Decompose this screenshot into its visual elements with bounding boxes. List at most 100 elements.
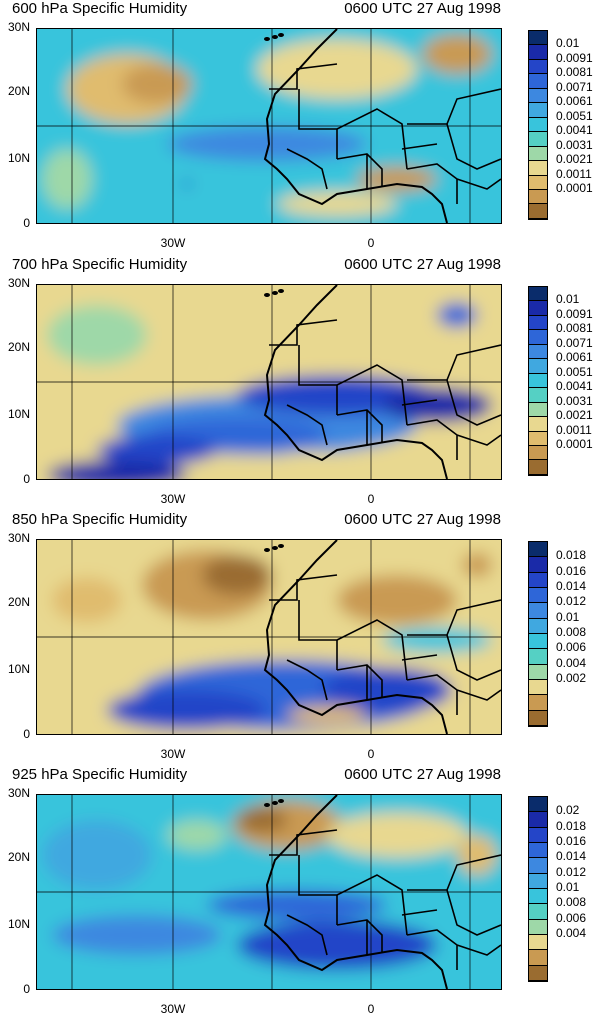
colorbar-label: 0.01 <box>556 36 580 51</box>
colorbar-label: 0.0051 <box>556 108 593 123</box>
humidity-field <box>37 540 501 734</box>
colorbar-swatch <box>529 74 547 89</box>
humidity-panel-600: 600 hPa Specific Humidity 0600 UTC 27 Au… <box>0 0 600 255</box>
colorbar-swatch <box>529 45 547 60</box>
humidity-region <box>167 126 367 162</box>
colorbar-label: 0.0071 <box>556 335 593 350</box>
colorbar-swatch <box>529 344 547 360</box>
graticule <box>37 29 501 223</box>
country-borders <box>269 63 501 204</box>
humidity-region <box>47 460 187 479</box>
country-borders <box>269 319 501 460</box>
humidity-panel-850: 850 hPa Specific Humidity 0600 UTC 27 Au… <box>0 511 600 766</box>
colorbar-label: 0.012 <box>556 594 587 609</box>
colorbar-swatch <box>529 858 547 874</box>
ytick-0: 0 <box>23 472 30 486</box>
humidity-map <box>36 28 502 224</box>
ytick-10n: 10N <box>7 662 30 676</box>
panel-title: 850 hPa Specific Humidity <box>12 511 188 528</box>
country-borders <box>269 574 501 715</box>
colorbar <box>528 30 548 220</box>
colorbar-label: 0.0031 <box>556 137 593 152</box>
humidity-region <box>237 807 287 833</box>
colorbar-swatch <box>529 888 547 905</box>
colorbar-swatch <box>529 649 547 665</box>
humidity-map <box>36 794 502 990</box>
colorbar-swatch <box>529 417 547 432</box>
humidity-region <box>237 920 437 970</box>
colorbar-swatch <box>529 146 547 162</box>
island <box>272 546 278 550</box>
island <box>278 33 284 37</box>
xtick-30w: 30W <box>160 236 186 250</box>
humidity-region <box>52 915 222 955</box>
colorbar-label: 0.002 <box>556 671 587 685</box>
humidity-region <box>337 575 457 625</box>
island <box>264 803 270 807</box>
humidity-map <box>36 284 502 480</box>
colorbar-swatch <box>529 204 547 219</box>
colorbar <box>528 796 548 982</box>
ytick-30n: 30N <box>7 531 30 545</box>
panel-datetime: 0600 UTC 27 Aug 1998 <box>344 511 501 528</box>
colorbar-label: 0.0081 <box>556 321 593 336</box>
xtick-0: 0 <box>367 1002 375 1016</box>
coastline <box>263 795 448 989</box>
island <box>264 37 270 41</box>
ytick-20n: 20N <box>7 340 30 354</box>
ytick-30n: 30N <box>7 786 30 800</box>
colorbar-swatch <box>529 664 547 680</box>
colorbar-swatch <box>529 175 547 190</box>
island <box>278 544 284 548</box>
humidity-region <box>182 180 192 188</box>
colorbar-label: 0.0001 <box>556 181 593 196</box>
ytick-10n: 10N <box>7 151 30 165</box>
country-borders <box>269 829 501 970</box>
island <box>272 35 278 39</box>
colorbar-label: 0.006 <box>556 910 587 925</box>
colorbar-swatch <box>529 587 547 604</box>
colorbar-swatch <box>529 373 547 389</box>
colorbar-swatch <box>529 572 547 588</box>
coastline <box>263 29 448 223</box>
humidity-panel-700: 700 hPa Specific Humidity 0600 UTC 27 Au… <box>0 256 600 511</box>
humidity-map <box>36 539 502 735</box>
colorbar-swatch <box>529 603 547 619</box>
colorbar-label: 0.0021 <box>556 408 593 423</box>
humidity-region <box>107 690 267 730</box>
colorbar-swatch <box>529 287 547 302</box>
colorbar-label: 0.0091 <box>556 306 593 321</box>
panel-datetime: 0600 UTC 27 Aug 1998 <box>344 0 501 17</box>
colorbar-label: 0.0091 <box>556 50 593 65</box>
graticule <box>37 285 501 479</box>
colorbar-swatch <box>529 301 547 316</box>
colorbar-label: 0.0011 <box>556 422 592 437</box>
island <box>272 291 278 295</box>
colorbar <box>528 286 548 476</box>
ytick-10n: 10N <box>7 917 30 931</box>
colorbar-label: 0.0071 <box>556 79 593 94</box>
colorbar-swatch <box>529 633 547 650</box>
colorbar-label: 0.0051 <box>556 364 593 379</box>
coastline <box>263 540 448 734</box>
humidity-region <box>462 552 492 578</box>
humidity-region <box>202 555 272 595</box>
colorbar-label: 0.004 <box>556 655 587 670</box>
panel-title: 925 hPa Specific Humidity <box>12 766 188 783</box>
colorbar-swatch <box>529 695 547 711</box>
humidity-region <box>47 305 147 365</box>
colorbar-swatch <box>529 402 547 418</box>
colorbar-label: 0.008 <box>556 895 587 910</box>
colorbar-swatch <box>529 132 547 147</box>
humidity-region <box>52 577 122 623</box>
colorbar-swatch <box>529 542 547 558</box>
xtick-0: 0 <box>367 747 375 761</box>
colorbar-label: 0.0031 <box>556 393 593 408</box>
colorbar-label: 0.016 <box>556 834 587 848</box>
colorbar-swatch <box>529 873 547 889</box>
humidity-field <box>37 285 501 479</box>
colorbar-swatch <box>529 161 547 176</box>
xtick-30w: 30W <box>160 492 186 506</box>
ytick-0: 0 <box>23 727 30 741</box>
colorbar-label: 0.02 <box>556 803 580 818</box>
